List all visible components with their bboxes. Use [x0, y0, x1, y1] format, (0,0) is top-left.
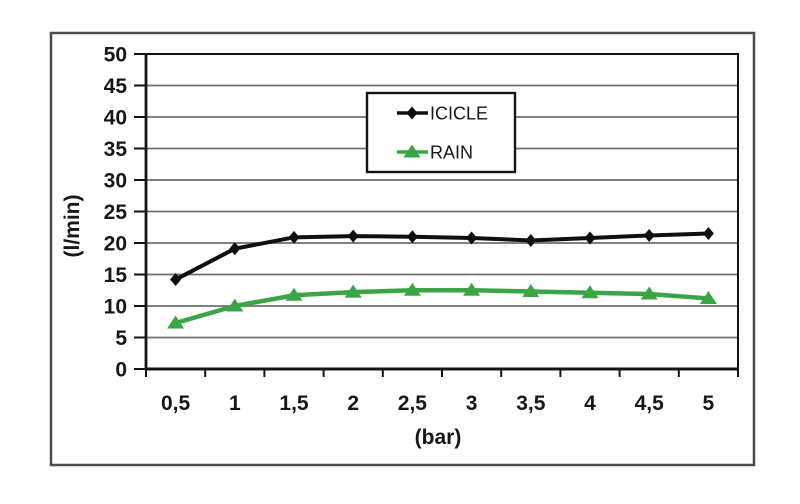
legend-diamond-marker: [406, 106, 418, 120]
x-tick-label: 1,5: [279, 392, 309, 415]
y-tick-label: 10: [104, 296, 127, 319]
legend-entry-icicle: ICICLE: [397, 104, 488, 124]
x-tick-label: 3,5: [516, 392, 546, 415]
legend-label: ICICLE: [430, 104, 488, 124]
series-icicle: [170, 227, 714, 287]
icicle-marker: [170, 273, 182, 287]
icicle-marker: [466, 231, 478, 245]
rain-marker: [581, 285, 599, 299]
y-tick-label: 45: [104, 75, 128, 98]
x-axis-ticks: 0,5 1 1,5 2 2,5 3 3,5 4 4,5 5: [145, 369, 739, 415]
rain-marker: [226, 298, 244, 312]
rain-marker: [699, 290, 717, 304]
x-tick-label: 2,5: [398, 392, 428, 415]
x-tick-label: 4: [584, 392, 596, 415]
y-axis-title: (l/min): [61, 195, 84, 258]
x-tick-label: 2: [347, 392, 359, 415]
legend: ICICLE RAIN: [365, 91, 517, 174]
rain-marker: [640, 286, 658, 300]
rain-marker: [344, 284, 362, 298]
y-tick-label: 0: [115, 359, 127, 382]
legend-label: RAIN: [430, 143, 473, 163]
y-tick-label: 35: [104, 138, 128, 161]
icicle-marker: [525, 233, 537, 247]
rain-line: [173, 288, 711, 326]
icicle-marker: [288, 230, 300, 244]
rain-marker: [167, 315, 185, 329]
x-tick-label: 4,5: [635, 392, 665, 415]
y-tick-label: 40: [104, 107, 127, 130]
y-tick-label: 25: [104, 201, 128, 224]
icicle-line: [173, 231, 711, 282]
x-axis-title: (bar): [415, 426, 462, 449]
icicle-marker: [229, 242, 241, 256]
y-tick-label: 20: [104, 233, 127, 256]
y-axis-ticks: 0 5 10 15 20 25 30 35 40 45 50: [104, 44, 146, 382]
legend-triangle-marker: [403, 144, 421, 158]
icicle-marker: [584, 231, 596, 245]
series-rain: [167, 282, 717, 329]
icicle-marker: [702, 227, 714, 241]
rain-marker: [522, 284, 540, 298]
rain-marker: [285, 287, 303, 301]
x-tick-label: 5: [703, 392, 715, 415]
x-tick-label: 1: [229, 392, 241, 415]
legend-entry-rain: RAIN: [397, 143, 473, 163]
y-tick-label: 5: [115, 327, 127, 350]
icicle-marker: [347, 229, 359, 243]
y-tick-label: 15: [104, 264, 128, 287]
rain-marker: [403, 282, 421, 296]
y-tick-label: 50: [104, 44, 127, 67]
legend-box: [365, 91, 517, 174]
rain-marker: [463, 282, 481, 296]
x-tick-label: 0,5: [161, 392, 191, 415]
y-tick-label: 30: [104, 170, 127, 193]
x-tick-label: 3: [466, 392, 478, 415]
icicle-marker: [643, 228, 655, 242]
icicle-marker: [406, 230, 418, 244]
